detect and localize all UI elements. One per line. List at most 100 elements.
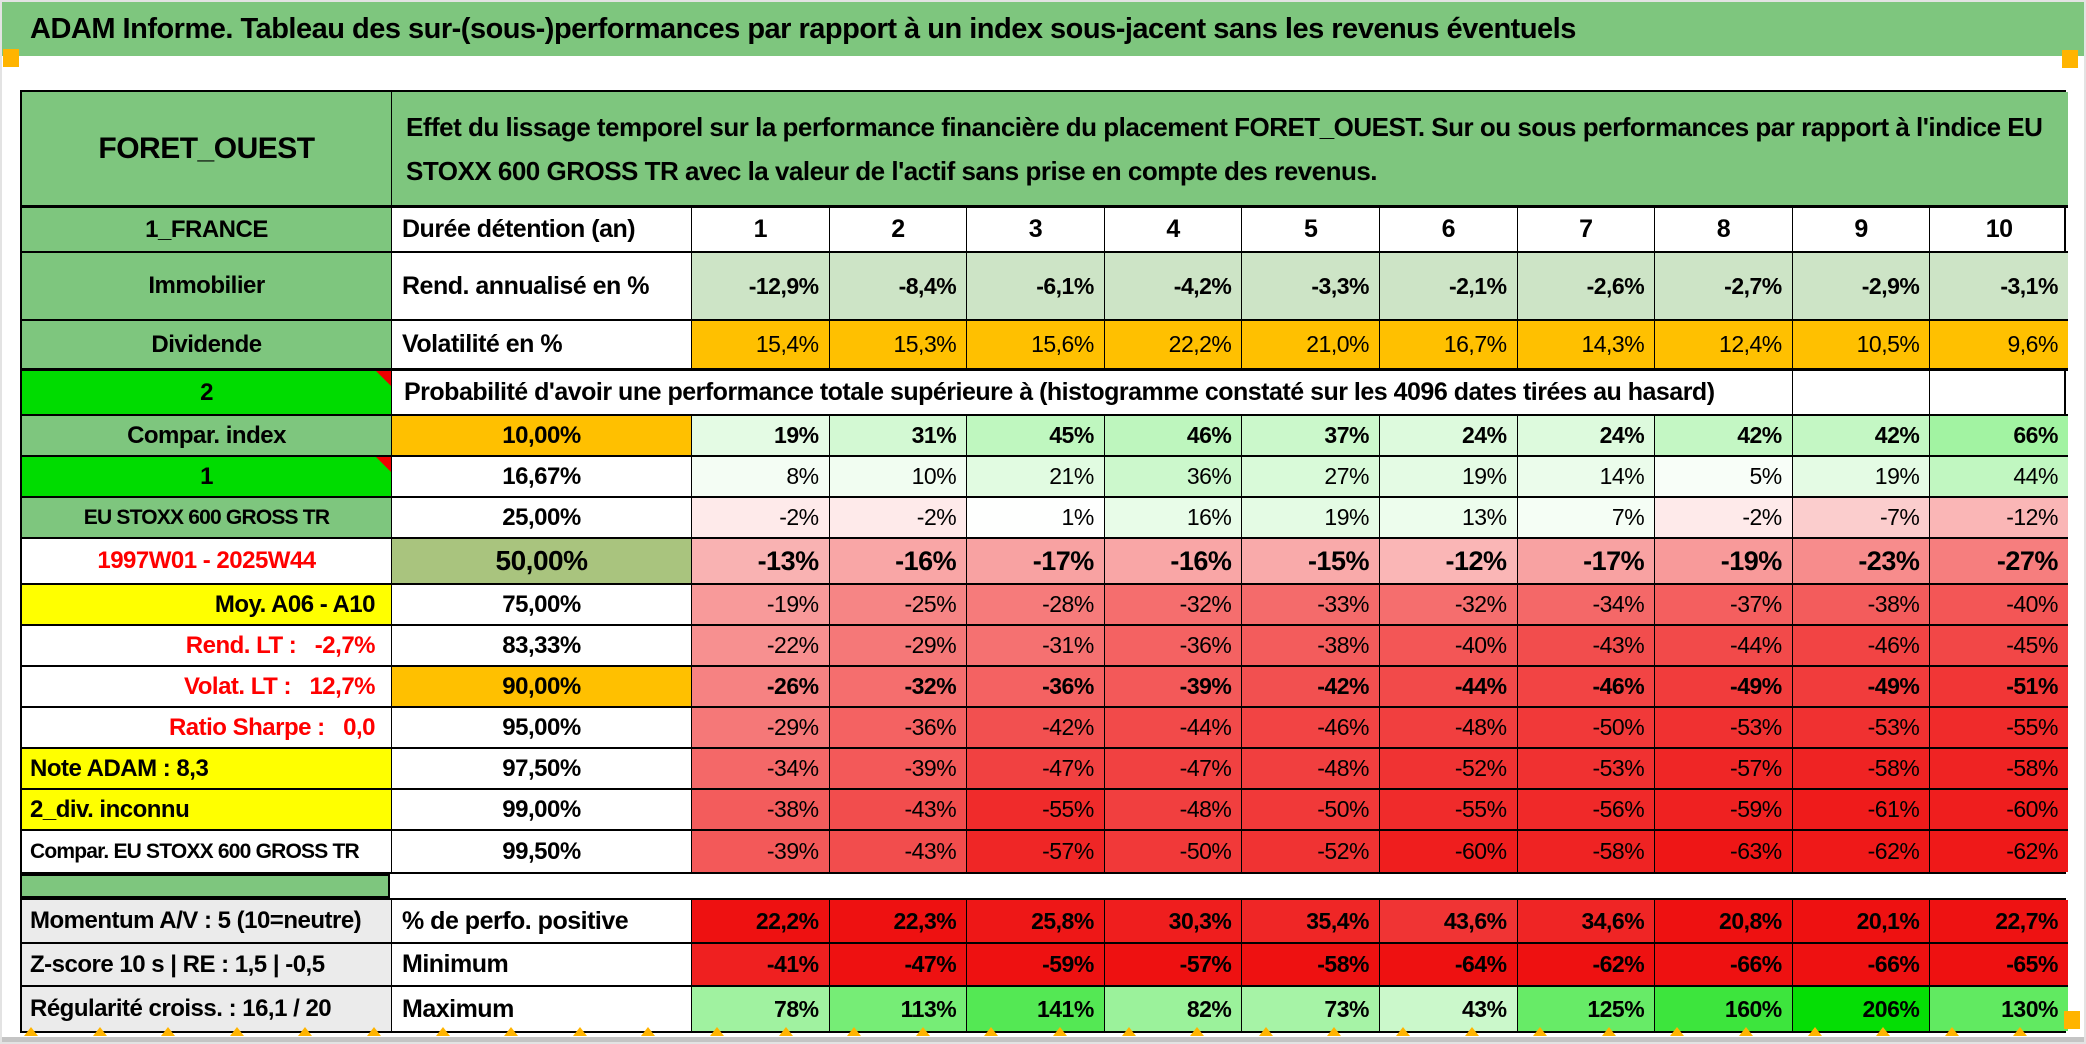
data-cell-maximum[interactable]: 130%: [1930, 987, 2068, 1031]
row-label-p25[interactable]: EU STOXX 600 GROSS TR: [22, 498, 392, 539]
data-cell-minimum[interactable]: -57%: [1104, 944, 1243, 987]
row-label-p90[interactable]: Volat. LT : 12,7%: [22, 667, 392, 708]
data-cell-p99[interactable]: -55%: [967, 790, 1105, 831]
data-cell-p995[interactable]: -62%: [1930, 831, 2068, 872]
data-cell-p95[interactable]: -44%: [1104, 708, 1243, 749]
data-cell-minimum[interactable]: -47%: [829, 944, 968, 987]
threshold-cell-p90[interactable]: 90,00%: [392, 667, 692, 708]
data-cell-minimum[interactable]: -41%: [692, 944, 830, 987]
data-cell-p90[interactable]: -39%: [1104, 667, 1243, 708]
row-label-p50[interactable]: 1997W01 - 2025W44: [22, 539, 392, 585]
data-cell-p97[interactable]: -39%: [829, 749, 968, 790]
data-cell-p50[interactable]: -12%: [1379, 539, 1518, 585]
data-cell-minimum[interactable]: -66%: [1655, 944, 1793, 987]
threshold-cell-p16[interactable]: 16,67%: [392, 457, 692, 498]
data-cell-p50[interactable]: -17%: [1517, 539, 1656, 585]
duree-col-header[interactable]: 9: [1792, 208, 1931, 253]
data-cell-maximum[interactable]: 125%: [1517, 987, 1656, 1031]
data-cell-p10[interactable]: 42%: [1655, 416, 1793, 457]
threshold-cell-p995[interactable]: 99,50%: [392, 831, 692, 872]
data-cell-p10[interactable]: 37%: [1242, 416, 1380, 457]
data-cell-p90[interactable]: -44%: [1379, 667, 1518, 708]
data-cell-perfo[interactable]: 22,2%: [692, 900, 830, 944]
data-cell-p25[interactable]: 1%: [967, 498, 1105, 539]
data-cell-p25[interactable]: -2%: [829, 498, 968, 539]
data-cell-maximum[interactable]: 141%: [967, 987, 1105, 1031]
data-cell-p16[interactable]: 44%: [1930, 457, 2068, 498]
data-cell-p90[interactable]: -51%: [1930, 667, 2068, 708]
data-cell-perfo[interactable]: 20,8%: [1655, 900, 1793, 944]
data-cell-p99[interactable]: -43%: [829, 790, 968, 831]
threshold-cell-p97[interactable]: 97,50%: [392, 749, 692, 790]
data-cell-p25[interactable]: 13%: [1379, 498, 1518, 539]
data-cell-p10[interactable]: 24%: [1379, 416, 1518, 457]
data-cell-p99[interactable]: -56%: [1517, 790, 1656, 831]
data-cell-p25[interactable]: 19%: [1242, 498, 1380, 539]
data-cell-p83[interactable]: -40%: [1379, 626, 1518, 667]
data-cell-p10[interactable]: 45%: [967, 416, 1105, 457]
data-cell-p83[interactable]: -29%: [829, 626, 968, 667]
data-cell-p50[interactable]: -16%: [1104, 539, 1243, 585]
data-cell-p25[interactable]: -12%: [1930, 498, 2068, 539]
data-cell-p16[interactable]: 21%: [967, 457, 1105, 498]
data-cell-p95[interactable]: -29%: [692, 708, 830, 749]
data-cell-p16[interactable]: 14%: [1517, 457, 1656, 498]
row-label-perfo[interactable]: Momentum A/V : 5 (10=neutre): [22, 900, 392, 944]
data-cell-rendement[interactable]: -8,4%: [829, 253, 968, 321]
data-cell-p16[interactable]: 8%: [692, 457, 830, 498]
empty-cell[interactable]: [1792, 371, 1931, 416]
range-corner-marker[interactable]: [3, 49, 19, 67]
data-cell-p25[interactable]: 16%: [1104, 498, 1243, 539]
data-cell-maximum[interactable]: 160%: [1655, 987, 1793, 1031]
data-cell-p97[interactable]: -34%: [692, 749, 830, 790]
data-cell-p99[interactable]: -60%: [1930, 790, 2068, 831]
data-cell-p995[interactable]: -58%: [1517, 831, 1656, 872]
data-cell-perfo[interactable]: 25,8%: [967, 900, 1105, 944]
data-cell-minimum[interactable]: -58%: [1242, 944, 1380, 987]
data-cell-p995[interactable]: -62%: [1792, 831, 1931, 872]
empty-cell[interactable]: [1930, 371, 2068, 416]
data-cell-p95[interactable]: -50%: [1517, 708, 1656, 749]
threshold-cell-p50[interactable]: 50,00%: [392, 539, 692, 585]
data-cell-p99[interactable]: -48%: [1104, 790, 1243, 831]
data-cell-p95[interactable]: -53%: [1792, 708, 1931, 749]
asset-name-cell[interactable]: FORET_OUEST: [22, 92, 392, 208]
data-cell-rendement[interactable]: -12,9%: [692, 253, 830, 321]
data-cell-p97[interactable]: -58%: [1792, 749, 1931, 790]
data-cell-p97[interactable]: -48%: [1242, 749, 1380, 790]
data-cell-maximum[interactable]: 78%: [692, 987, 830, 1031]
row-label-p16[interactable]: 1: [22, 457, 392, 498]
data-cell-p90[interactable]: -49%: [1655, 667, 1793, 708]
data-cell-minimum[interactable]: -59%: [967, 944, 1105, 987]
data-cell-maximum[interactable]: 43%: [1379, 987, 1518, 1031]
data-cell-perfo[interactable]: 22,7%: [1930, 900, 2068, 944]
data-cell-p83[interactable]: -46%: [1792, 626, 1931, 667]
duree-col-header[interactable]: 1: [692, 208, 830, 253]
duree-col-header[interactable]: 5: [1242, 208, 1380, 253]
data-cell-p75[interactable]: -38%: [1792, 585, 1931, 626]
data-cell-rendement[interactable]: -3,1%: [1930, 253, 2068, 321]
data-cell-p90[interactable]: -49%: [1792, 667, 1931, 708]
row-label-rendement[interactable]: Immobilier: [22, 253, 392, 321]
data-cell-p995[interactable]: -52%: [1242, 831, 1380, 872]
data-cell-p95[interactable]: -55%: [1930, 708, 2068, 749]
col-header-volatilite[interactable]: Volatilité en %: [392, 321, 692, 371]
duree-col-header[interactable]: 8: [1655, 208, 1793, 253]
data-cell-p75[interactable]: -25%: [829, 585, 968, 626]
data-cell-p83[interactable]: -45%: [1930, 626, 2068, 667]
data-cell-perfo[interactable]: 35,4%: [1242, 900, 1380, 944]
data-cell-p97[interactable]: -47%: [1104, 749, 1243, 790]
data-cell-p25[interactable]: -2%: [692, 498, 830, 539]
data-cell-p97[interactable]: -57%: [1655, 749, 1793, 790]
duree-col-header[interactable]: 10: [1930, 208, 2068, 253]
data-cell-p99[interactable]: -61%: [1792, 790, 1931, 831]
data-cell-p95[interactable]: -46%: [1242, 708, 1380, 749]
duree-col-header[interactable]: 7: [1517, 208, 1656, 253]
threshold-cell-p10[interactable]: 10,00%: [392, 416, 692, 457]
data-cell-volatilite[interactable]: 21,0%: [1242, 321, 1380, 371]
data-cell-p25[interactable]: -7%: [1792, 498, 1931, 539]
data-cell-p99[interactable]: -59%: [1655, 790, 1793, 831]
threshold-cell-p95[interactable]: 95,00%: [392, 708, 692, 749]
data-cell-rendement[interactable]: -2,9%: [1792, 253, 1931, 321]
data-cell-rendement[interactable]: -3,3%: [1242, 253, 1380, 321]
